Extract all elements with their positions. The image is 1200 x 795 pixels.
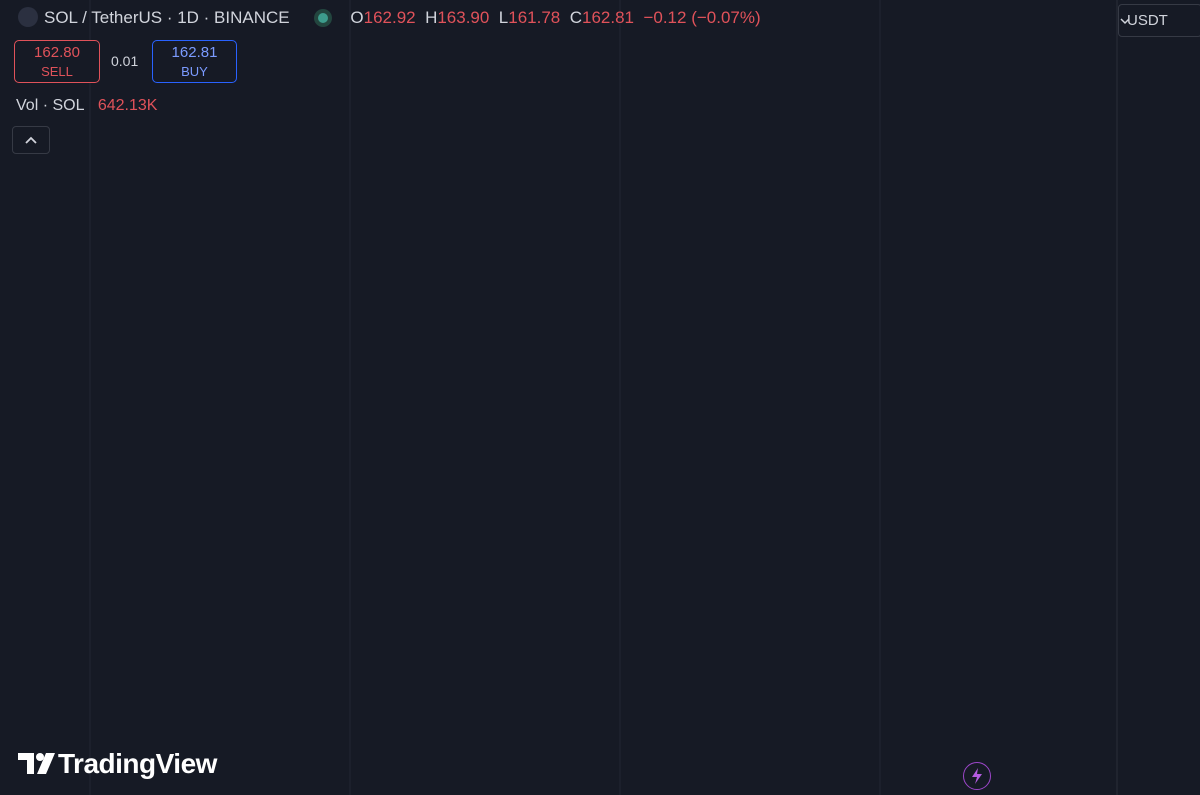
volume-title: Vol · SOL xyxy=(16,97,85,114)
time-grid xyxy=(89,0,881,795)
currency-select[interactable]: USDT xyxy=(1118,4,1200,37)
buy-label: BUY xyxy=(181,64,208,79)
volume-value: 642.13K xyxy=(97,97,158,114)
volume-legend: Vol · SOL 642.13K xyxy=(16,97,157,115)
c-label: C xyxy=(569,8,582,27)
o-label: O xyxy=(350,8,364,27)
legend: SOL / TetherUS · 1D · BINANCE O162.92 H1… xyxy=(18,7,761,28)
buy-button[interactable]: 162.81 BUY xyxy=(152,40,237,83)
c-value: 162.81 xyxy=(582,8,634,27)
h-value: 163.90 xyxy=(437,8,490,27)
bolt-icon xyxy=(972,768,982,784)
spread: 0.01 xyxy=(111,53,139,69)
sell-button[interactable]: 162.80 SELL xyxy=(14,40,100,83)
l-label: L xyxy=(498,8,509,27)
o-value: 162.92 xyxy=(363,8,416,27)
sell-price: 162.80 xyxy=(34,44,80,61)
alert-button[interactable] xyxy=(963,762,991,790)
buy-price: 162.81 xyxy=(171,44,218,61)
symbol: SOL / TetherUS · 1D · BINANCE xyxy=(44,8,290,27)
chevron-up xyxy=(25,136,37,144)
chevron-down xyxy=(1120,18,1130,25)
brand: TradingView xyxy=(18,748,217,780)
l-value: 161.78 xyxy=(508,8,561,27)
sell-label: SELL xyxy=(41,64,73,79)
collapse-button[interactable] xyxy=(12,126,50,154)
brand-logo xyxy=(18,753,55,774)
brand-name: TradingView xyxy=(58,748,217,779)
h-label: H xyxy=(425,8,438,27)
symbol-logo xyxy=(18,7,38,27)
status-dot xyxy=(318,13,329,23)
currency: USDT xyxy=(1127,12,1168,29)
change: −0.12 (−0.07%) xyxy=(643,8,761,27)
